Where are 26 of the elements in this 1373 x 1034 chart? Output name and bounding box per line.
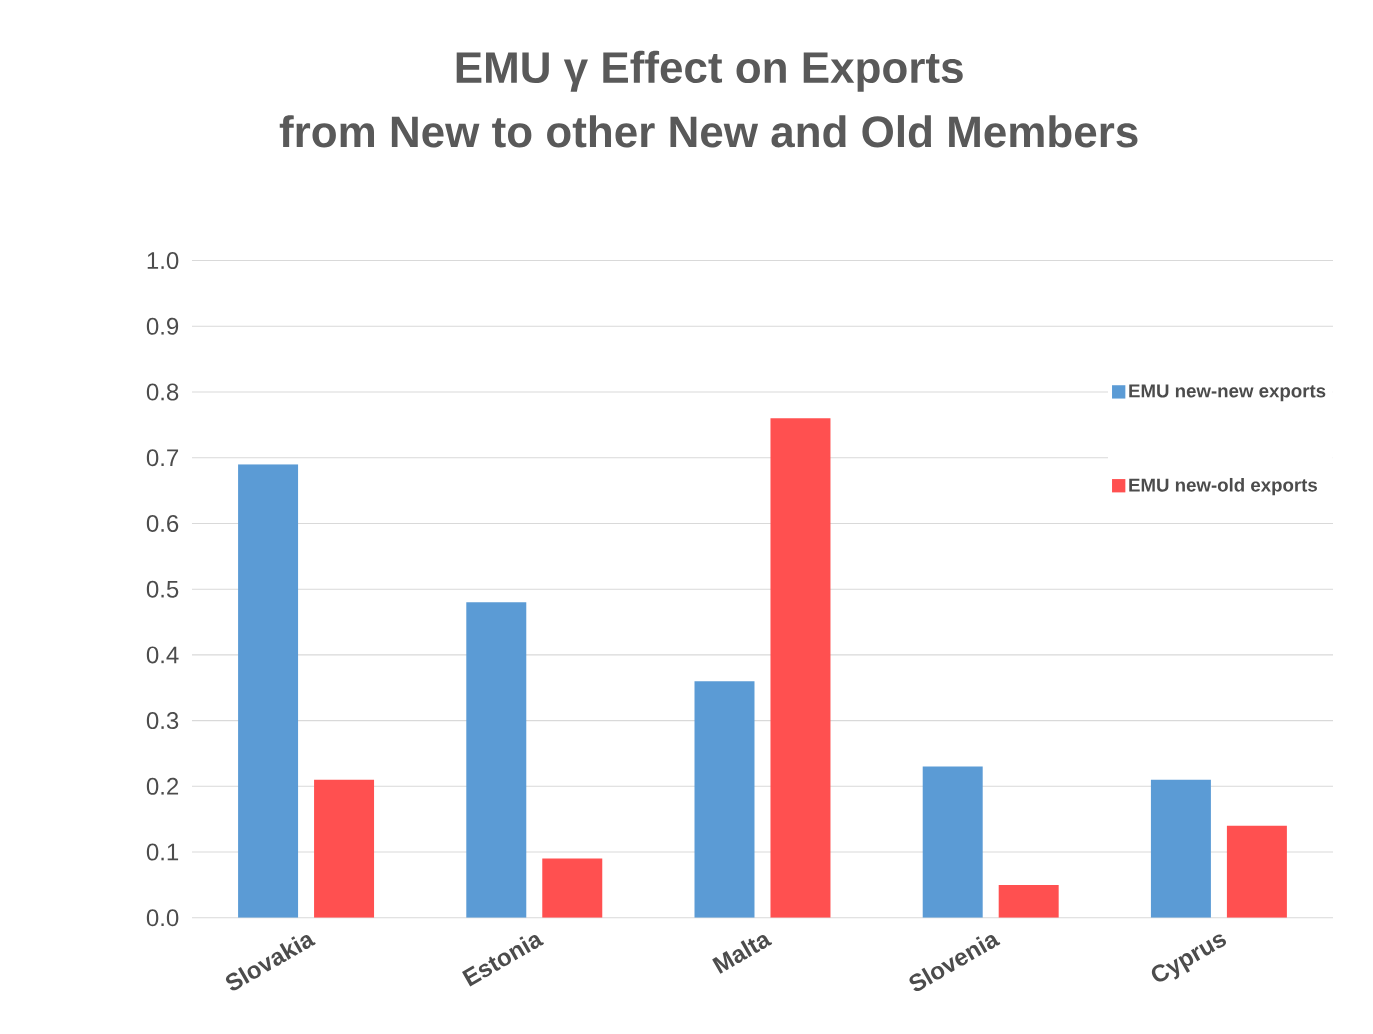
bar	[1150, 779, 1211, 918]
y-tick-label: 0.3	[146, 712, 179, 730]
y-tick-label: 0.7	[146, 449, 179, 467]
y-tick-label: 0.5	[146, 580, 179, 598]
bar	[998, 885, 1059, 918]
bar	[770, 418, 831, 918]
bar	[694, 681, 755, 918]
bar	[922, 766, 983, 918]
y-tick-label: 0.1	[146, 843, 179, 861]
bar	[314, 779, 375, 918]
y-tick-label: 0.9	[146, 317, 179, 335]
y-tick-label: 0.0	[146, 909, 179, 927]
bar	[466, 602, 527, 918]
y-tick-label: 0.8	[146, 383, 179, 401]
y-tick-label: 0.2	[146, 777, 179, 795]
legend-label: EMU new-old exports	[1129, 478, 1317, 496]
chart-title: EMU γ Effect on Exports	[456, 50, 963, 92]
x-tick-label: Malta	[712, 935, 773, 974]
bar	[1226, 825, 1287, 918]
y-tick-label: 0.6	[146, 515, 179, 533]
chart-subtitle: from New to other New and Old Members	[279, 115, 1138, 148]
bar	[542, 858, 603, 918]
y-tick-label: 0.4	[146, 646, 179, 664]
y-tick-label: 1.0	[147, 252, 179, 270]
legend-label: EMU new-new exports	[1129, 384, 1326, 402]
bar	[238, 464, 299, 918]
